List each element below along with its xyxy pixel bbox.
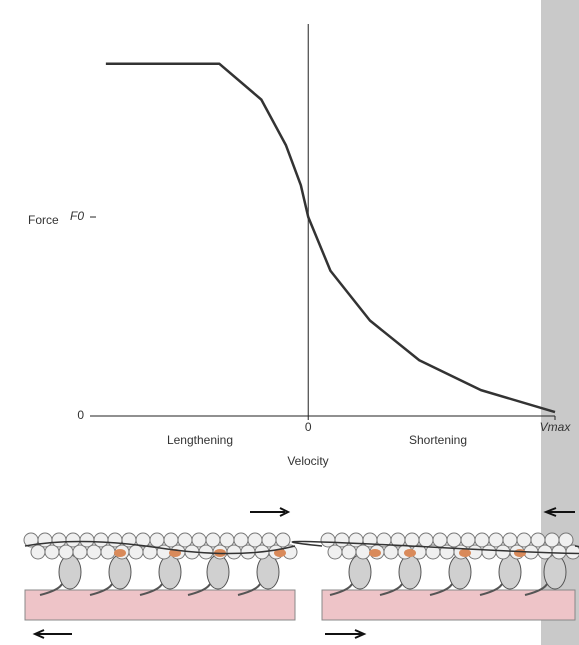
region-label: Shortening bbox=[409, 433, 467, 447]
region-label: Lengthening bbox=[167, 433, 233, 447]
actin-bead bbox=[566, 545, 579, 559]
binding-site bbox=[514, 549, 526, 557]
myosin-head bbox=[59, 555, 81, 589]
binding-site bbox=[114, 549, 126, 557]
x-tick-label: Vmax bbox=[540, 420, 572, 434]
figure: Force Velocity Lengthening Shortening 0 F… bbox=[0, 0, 579, 645]
myosin-head bbox=[207, 555, 229, 589]
thin-filament-base bbox=[25, 590, 295, 620]
arrow bbox=[325, 630, 364, 638]
myosin-head bbox=[544, 555, 566, 589]
thin-filament-base bbox=[322, 590, 575, 620]
myosin-head bbox=[159, 555, 181, 589]
myosin-head bbox=[399, 555, 421, 589]
x-tick-label: 0 bbox=[305, 420, 312, 434]
cross-bridge-illustration bbox=[24, 508, 579, 638]
force-velocity-curve bbox=[106, 64, 555, 412]
y-tick-label: 0 bbox=[77, 408, 84, 422]
x-axis-label: Velocity bbox=[287, 454, 328, 468]
myosin-head bbox=[499, 555, 521, 589]
y-axis-label: Force bbox=[28, 213, 59, 227]
arrow bbox=[250, 508, 288, 516]
myosin-head bbox=[349, 555, 371, 589]
binding-site bbox=[459, 549, 471, 557]
arrow bbox=[35, 630, 72, 638]
y-tick-label: F0 bbox=[70, 209, 84, 223]
myosin-head bbox=[109, 555, 131, 589]
myosin-head bbox=[257, 555, 279, 589]
binding-site bbox=[404, 549, 416, 557]
myosin-head bbox=[449, 555, 471, 589]
binding-site bbox=[369, 549, 381, 557]
